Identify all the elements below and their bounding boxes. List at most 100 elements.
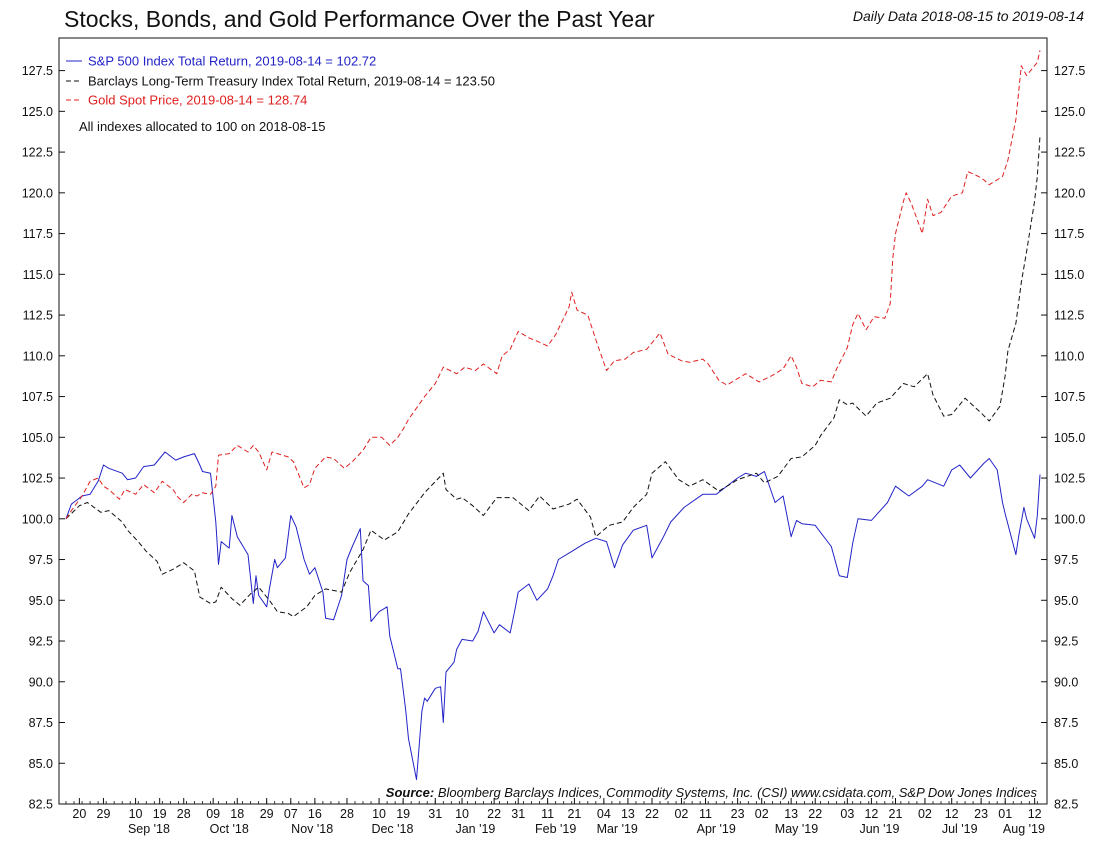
- y-tick-label-right: 92.5: [1054, 635, 1078, 649]
- y-tick-label-left: 120.0: [22, 186, 53, 200]
- y-tick-label-left: 82.5: [29, 798, 53, 812]
- x-day-tick-label: 10: [372, 807, 386, 821]
- x-day-tick-label: 29: [97, 807, 111, 821]
- y-tick-label-right: 127.5: [1054, 64, 1085, 78]
- x-day-tick-label: 31: [428, 807, 442, 821]
- x-day-tick-label: 21: [567, 807, 581, 821]
- y-tick-label-right: 102.5: [1054, 472, 1085, 486]
- y-tick-label-right: 107.5: [1054, 390, 1085, 404]
- y-tick-label-right: 105.0: [1054, 431, 1085, 445]
- x-day-tick-label: 07: [284, 807, 298, 821]
- x-month-label: Jul '19: [942, 822, 978, 836]
- x-day-tick-label: 09: [206, 807, 220, 821]
- y-tick-label-right: 110.0: [1054, 349, 1084, 363]
- y-tick-label-right: 112.5: [1054, 309, 1084, 323]
- axis-ticks: 82.5 82.5 85.0 85.0 87.5 87.5 90.0 90.0 92.5 92.5…: [22, 64, 1086, 836]
- x-day-tick-label: 16: [308, 807, 322, 821]
- y-tick-label-right: 85.0: [1054, 757, 1078, 771]
- x-month-label: Mar '19: [597, 822, 638, 836]
- series-line-gold: [65, 50, 1041, 520]
- y-tick-label-right: 100.0: [1054, 512, 1085, 526]
- x-day-tick-label: 28: [340, 807, 354, 821]
- source-text: Bloomberg Barclays Indices, Commodity Sy…: [438, 785, 1038, 800]
- legend-label-treasury: Barclays Long-Term Treasury Index Total …: [88, 74, 495, 89]
- x-day-tick-label: 11: [541, 807, 554, 821]
- x-day-tick-label: 29: [260, 807, 274, 821]
- x-day-tick-label: 02: [918, 807, 932, 821]
- y-tick-label-right: 95.0: [1054, 594, 1078, 608]
- y-tick-label-right: 82.5: [1054, 798, 1078, 812]
- x-month-label: Aug '19: [1003, 822, 1045, 836]
- series-line-treasury: [65, 135, 1041, 618]
- y-tick-label-left: 87.5: [29, 716, 53, 730]
- chart-note: All indexes allocated to 100 on 2018-08-…: [79, 119, 325, 134]
- legend-label-gold: Gold Spot Price, 2019-08-14 = 128.74: [88, 93, 307, 108]
- x-day-tick-label: 28: [177, 807, 191, 821]
- x-month-label: Feb '19: [535, 822, 576, 836]
- series-lines: [65, 50, 1041, 781]
- date-range-label: Daily Data 2018-08-15 to 2019-08-14: [852, 8, 1084, 24]
- y-tick-label-left: 112.5: [23, 309, 53, 323]
- x-day-tick-label: 04: [597, 807, 611, 821]
- x-day-tick-label: 10: [129, 807, 143, 821]
- x-month-label: Jan '19: [455, 822, 495, 836]
- series-line-sp500: [65, 451, 1041, 781]
- x-day-tick-label: 02: [674, 807, 688, 821]
- y-tick-label-right: 120.0: [1054, 186, 1085, 200]
- y-tick-label-right: 122.5: [1054, 146, 1085, 160]
- x-day-tick-label: 31: [511, 807, 525, 821]
- x-day-tick-label: 01: [998, 807, 1012, 821]
- x-day-tick-label: 19: [153, 807, 167, 821]
- x-day-tick-label: 23: [731, 807, 745, 821]
- y-tick-label-left: 125.0: [22, 105, 53, 119]
- y-tick-label-right: 115.0: [1054, 268, 1084, 282]
- source-line: Source: Bloomberg Barclays Indices, Comm…: [386, 785, 1038, 800]
- y-tick-label-left: 97.5: [29, 553, 53, 567]
- y-tick-label-left: 102.5: [22, 472, 53, 486]
- y-tick-label-right: 90.0: [1054, 675, 1078, 689]
- plot-area-frame: [58, 37, 1048, 805]
- legend-label-sp500: S&P 500 Index Total Return, 2019-08-14 =…: [88, 54, 376, 69]
- x-day-tick-label: 13: [621, 807, 635, 821]
- x-day-tick-label: 18: [230, 807, 244, 821]
- y-tick-label-left: 105.0: [22, 431, 53, 445]
- x-month-label: Oct '18: [210, 822, 249, 836]
- x-day-tick-label: 03: [840, 807, 854, 821]
- legend: S&P 500 Index Total Return, 2019-08-14 =…: [66, 54, 495, 108]
- y-tick-label-right: 87.5: [1054, 716, 1078, 730]
- x-day-tick-label: 10: [455, 807, 469, 821]
- y-tick-label-left: 117.5: [23, 227, 53, 241]
- x-day-tick-label: 22: [808, 807, 822, 821]
- x-day-tick-label: 11: [699, 807, 712, 821]
- x-month-label: Sep '18: [128, 822, 170, 836]
- x-day-tick-label: 22: [645, 807, 659, 821]
- y-tick-label-left: 92.5: [29, 635, 53, 649]
- x-month-label: Nov '18: [291, 822, 333, 836]
- y-tick-label-left: 90.0: [29, 675, 53, 689]
- x-month-label: Apr '19: [697, 822, 736, 836]
- x-day-tick-label: 20: [72, 807, 86, 821]
- x-month-label: Dec '18: [371, 822, 413, 836]
- x-day-tick-label: 22: [487, 807, 501, 821]
- x-day-tick-label: 19: [396, 807, 410, 821]
- y-tick-label-right: 97.5: [1054, 553, 1078, 567]
- x-day-tick-label: 23: [974, 807, 988, 821]
- x-day-tick-label: 12: [864, 807, 878, 821]
- x-month-label: May '19: [775, 822, 818, 836]
- y-tick-label-left: 95.0: [29, 594, 53, 608]
- x-day-tick-label: 02: [755, 807, 769, 821]
- y-tick-label-left: 85.0: [29, 757, 53, 771]
- y-tick-label-left: 122.5: [22, 146, 53, 160]
- y-tick-label-right: 125.0: [1054, 105, 1085, 119]
- y-tick-label-left: 115.0: [23, 268, 53, 282]
- x-day-tick-label: 13: [784, 807, 798, 821]
- x-day-tick-label: 21: [889, 807, 903, 821]
- y-tick-label-left: 100.0: [22, 512, 53, 526]
- x-day-tick-label: 12: [1028, 807, 1042, 821]
- page-title: Stocks, Bonds, and Gold Performance Over…: [64, 6, 655, 32]
- x-month-label: Jun '19: [859, 822, 899, 836]
- y-tick-label-left: 127.5: [22, 64, 53, 78]
- y-tick-label-left: 107.5: [22, 390, 53, 404]
- x-day-tick-label: 12: [945, 807, 959, 821]
